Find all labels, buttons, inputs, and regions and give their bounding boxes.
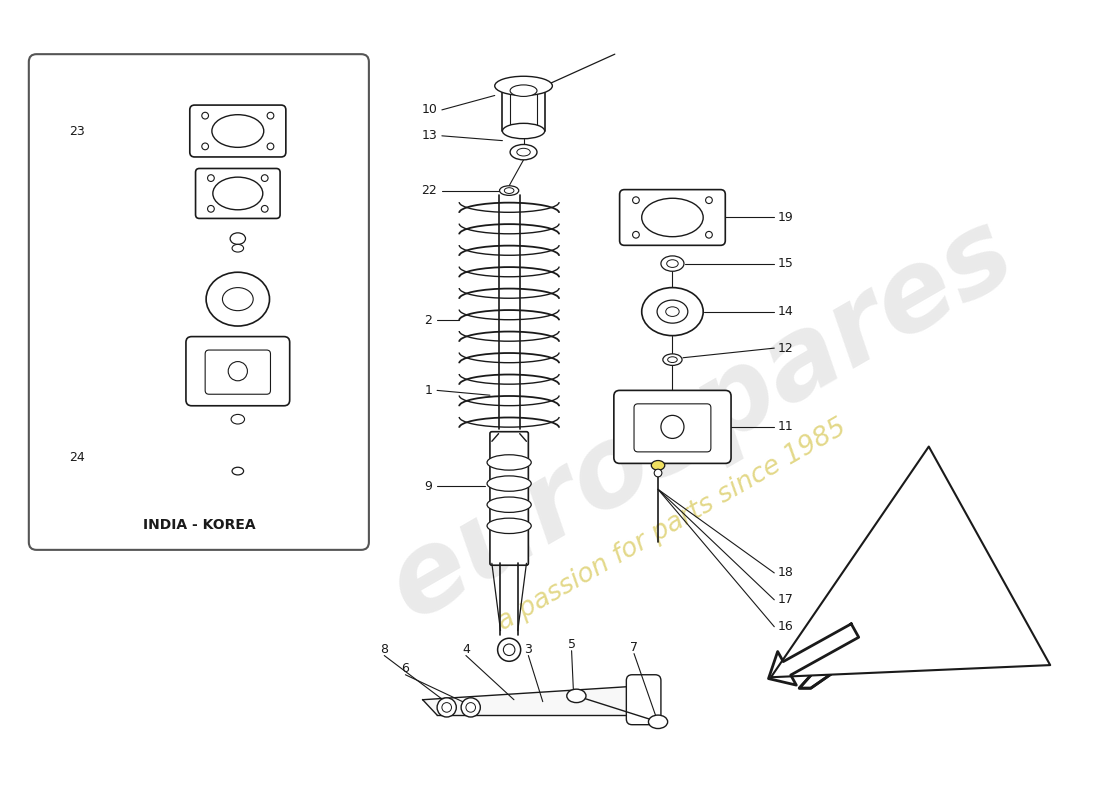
Circle shape [262,174,268,182]
Text: 18: 18 [778,566,794,579]
Circle shape [461,698,481,717]
Text: 7: 7 [630,642,638,654]
Circle shape [504,644,515,655]
Ellipse shape [232,467,243,475]
Ellipse shape [668,357,678,362]
Ellipse shape [657,300,688,323]
Text: 16: 16 [778,620,794,634]
Circle shape [201,143,209,150]
Text: 11: 11 [778,420,794,434]
Circle shape [442,702,451,712]
Text: 13: 13 [421,130,437,142]
FancyBboxPatch shape [206,350,271,394]
FancyBboxPatch shape [29,54,368,550]
FancyBboxPatch shape [614,390,732,463]
Text: 8: 8 [381,643,388,656]
FancyBboxPatch shape [634,404,711,452]
Circle shape [661,415,684,438]
Text: 3: 3 [525,643,532,656]
Polygon shape [800,626,860,688]
Ellipse shape [487,454,531,470]
Ellipse shape [212,114,264,147]
Ellipse shape [487,497,531,512]
Ellipse shape [503,123,544,138]
Text: 12: 12 [778,342,794,354]
Ellipse shape [517,148,530,156]
Text: 4: 4 [462,643,470,656]
Ellipse shape [666,307,679,317]
Circle shape [705,197,713,203]
Text: 2: 2 [425,314,432,326]
Ellipse shape [641,288,703,336]
Circle shape [228,362,248,381]
Ellipse shape [231,414,244,424]
Ellipse shape [648,715,668,729]
FancyBboxPatch shape [190,105,286,157]
Ellipse shape [495,76,552,95]
Ellipse shape [487,518,531,534]
Circle shape [437,698,456,717]
Text: eurospares: eurospares [371,198,1032,641]
Circle shape [201,112,209,119]
Ellipse shape [641,198,703,237]
Ellipse shape [206,272,270,326]
Polygon shape [769,624,859,685]
Text: 19: 19 [778,211,794,224]
Text: 10: 10 [421,103,437,116]
Ellipse shape [487,476,531,491]
Ellipse shape [651,461,664,470]
Text: 23: 23 [69,125,85,138]
Ellipse shape [510,145,537,160]
Ellipse shape [661,256,684,271]
Circle shape [262,206,268,212]
FancyBboxPatch shape [626,674,661,725]
Text: 1: 1 [425,384,432,397]
Ellipse shape [222,288,253,310]
Ellipse shape [499,186,519,195]
Circle shape [267,112,274,119]
Text: INDIA - KOREA: INDIA - KOREA [143,518,255,532]
Circle shape [267,143,274,150]
Ellipse shape [566,689,586,702]
FancyBboxPatch shape [196,169,280,218]
Text: 14: 14 [778,305,794,318]
FancyBboxPatch shape [619,190,725,246]
Ellipse shape [230,233,245,244]
Ellipse shape [510,85,537,97]
Circle shape [208,206,214,212]
Circle shape [632,197,639,203]
Text: 22: 22 [421,184,437,197]
Ellipse shape [667,260,679,267]
Ellipse shape [504,188,514,194]
Text: 5: 5 [568,638,575,651]
Circle shape [705,231,713,238]
Text: 15: 15 [778,257,794,270]
FancyBboxPatch shape [186,337,289,406]
FancyBboxPatch shape [490,432,528,566]
Circle shape [632,231,639,238]
Circle shape [208,174,214,182]
Ellipse shape [232,244,243,252]
Circle shape [497,638,520,662]
Circle shape [466,702,475,712]
Ellipse shape [663,354,682,366]
Circle shape [654,469,662,477]
Text: 9: 9 [425,480,432,493]
Text: 6: 6 [402,662,409,675]
Text: 17: 17 [778,594,794,606]
Ellipse shape [212,177,263,210]
Text: 24: 24 [69,451,85,464]
Polygon shape [422,686,648,715]
Text: a passion for parts since 1985: a passion for parts since 1985 [494,414,851,636]
